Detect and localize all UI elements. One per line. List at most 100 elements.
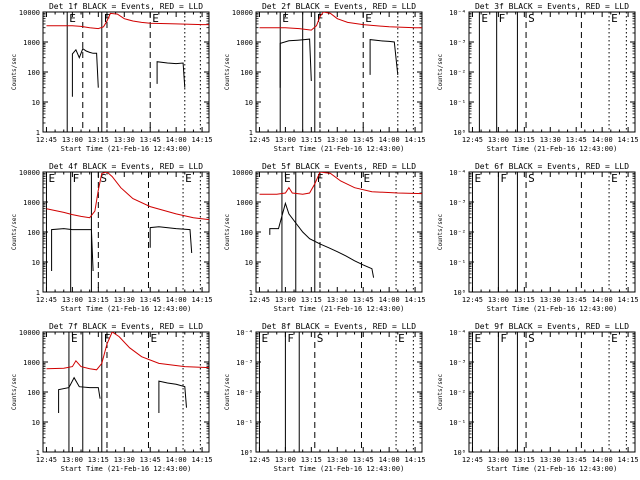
- y-tick-label: 10⁻¹: [449, 419, 466, 427]
- lld-series-line: [259, 12, 422, 31]
- y-tick-label: 1000: [23, 39, 40, 47]
- detector-panel: Det 8f BLACK = Events, RED = LLD 10⁰ 10⁻¹ 1…: [224, 322, 426, 473]
- y-tick-label: 10⁰: [453, 449, 466, 457]
- detector-panel: Det 4f BLACK = Events, RED = LLD 1 10 100 10…: [11, 162, 213, 313]
- detector-panel: Det 6f BLACK = Events, RED = LLD 10⁰ 10⁻¹ 1…: [437, 162, 639, 313]
- x-tick-label: 14:00: [166, 136, 187, 144]
- x-tick-label: 13:15: [88, 296, 109, 304]
- x-tick-label: 13:00: [275, 136, 296, 144]
- panel-title: Det 4f BLACK = Events, RED = LLD: [49, 162, 203, 171]
- x-axis-label: Start Time (21-Feb-16 12:43:00): [61, 465, 192, 473]
- x-tick-label: 13:45: [566, 456, 587, 464]
- event-marker-label: E: [363, 172, 370, 185]
- y-axis-label: Counts/sec: [11, 54, 18, 91]
- y-axis-label: Counts/sec: [437, 374, 444, 411]
- event-marker-label: E: [365, 12, 372, 25]
- x-tick-label: 12:45: [249, 136, 270, 144]
- x-tick-label: 12:45: [249, 296, 270, 304]
- y-axis-label: Counts/sec: [11, 214, 18, 251]
- x-tick-label: 14:15: [192, 136, 213, 144]
- x-axis-label: Start Time (21-Feb-16 12:43:00): [61, 145, 192, 153]
- x-tick-label: 13:45: [353, 456, 374, 464]
- y-tick-label: 100: [27, 229, 40, 237]
- panel-title: Det 2f BLACK = Events, RED = LLD: [262, 2, 416, 11]
- event-marker-label: E: [284, 172, 291, 185]
- x-tick-label: 12:45: [462, 136, 483, 144]
- x-tick-label: 14:15: [618, 456, 639, 464]
- plot-frame: [42, 171, 210, 293]
- x-tick-label: 13:30: [540, 456, 561, 464]
- x-tick-label: 12:45: [36, 136, 57, 144]
- x-tick-label: 13:00: [275, 296, 296, 304]
- event-marker-label: F: [104, 332, 111, 345]
- y-axis-label: Counts/sec: [437, 54, 444, 91]
- y-tick-label: 1000: [236, 199, 253, 207]
- x-tick-label: 12:45: [462, 296, 483, 304]
- y-tick-label: 10: [245, 99, 253, 107]
- x-tick-label: 13:15: [301, 296, 322, 304]
- plot-frame: [468, 331, 636, 453]
- y-tick-label: 10000: [19, 169, 40, 177]
- x-axis-label: Start Time (21-Feb-16 12:43:00): [487, 305, 618, 313]
- x-tick-label: 14:00: [592, 296, 613, 304]
- x-tick-label: 13:45: [353, 136, 374, 144]
- y-tick-label: 10⁻¹: [236, 419, 253, 427]
- x-axis-label: Start Time (21-Feb-16 12:43:00): [274, 145, 405, 153]
- event-marker-label: E: [261, 332, 268, 345]
- panel-title: Det 7f BLACK = Events, RED = LLD: [49, 322, 203, 331]
- x-axis-label: Start Time (21-Feb-16 12:43:00): [487, 465, 618, 473]
- y-tick-label: 10⁻³: [449, 359, 466, 367]
- event-marker-label: E: [481, 12, 488, 25]
- x-tick-label: 14:00: [379, 296, 400, 304]
- x-tick-label: 13:15: [301, 136, 322, 144]
- x-axis-label: Start Time (21-Feb-16 12:43:00): [274, 305, 405, 313]
- y-tick-label: 10000: [19, 9, 40, 17]
- panel-title: Det 8f BLACK = Events, RED = LLD: [262, 322, 416, 331]
- x-tick-label: 14:00: [379, 136, 400, 144]
- event-marker-label: E: [152, 12, 159, 25]
- x-axis-label: Start Time (21-Feb-16 12:43:00): [274, 465, 405, 473]
- panel-title: Det 1f BLACK = Events, RED = LLD: [49, 2, 203, 11]
- y-tick-label: 10⁰: [240, 449, 253, 457]
- x-tick-label: 13:00: [62, 456, 83, 464]
- x-tick-label: 13:45: [140, 296, 161, 304]
- x-tick-label: 13:00: [275, 456, 296, 464]
- y-axis-label: Counts/sec: [224, 374, 231, 411]
- event-marker-label: E: [69, 12, 76, 25]
- y-tick-label: 10⁻⁴: [449, 329, 466, 337]
- x-tick-label: 14:00: [166, 456, 187, 464]
- y-tick-label: 1000: [236, 39, 253, 47]
- y-tick-label: 10⁻³: [449, 199, 466, 207]
- event-marker-label: S: [528, 332, 535, 345]
- plot-frame: [42, 331, 210, 453]
- x-tick-label: 14:15: [405, 456, 426, 464]
- event-marker-label: F: [104, 12, 111, 25]
- x-tick-label: 13:45: [140, 456, 161, 464]
- x-tick-label: 13:00: [488, 456, 509, 464]
- events-series-line: [269, 201, 375, 278]
- x-tick-label: 14:00: [379, 456, 400, 464]
- event-marker-label: E: [48, 172, 55, 185]
- event-marker-label: F: [500, 172, 507, 185]
- lld-series-line: [46, 172, 209, 221]
- detector-panel: Det 7f BLACK = Events, RED = LLD 1 10 100 10…: [11, 322, 213, 473]
- events-series-line: [158, 380, 187, 413]
- y-tick-label: 10⁻⁴: [236, 329, 253, 337]
- y-tick-label: 10⁻²: [449, 229, 466, 237]
- lld-series-line: [259, 172, 422, 195]
- event-marker-label: E: [282, 12, 289, 25]
- event-marker-label: E: [474, 172, 481, 185]
- y-axis-label: Counts/sec: [224, 214, 231, 251]
- x-axis-label: Start Time (21-Feb-16 12:43:00): [61, 305, 192, 313]
- x-tick-label: 12:45: [249, 456, 270, 464]
- event-marker-label: F: [287, 332, 294, 345]
- y-axis-label: Counts/sec: [437, 214, 444, 251]
- event-marker-label: F: [500, 332, 507, 345]
- x-tick-label: 14:15: [192, 456, 213, 464]
- y-tick-label: 1: [249, 289, 253, 297]
- x-tick-label: 14:00: [166, 296, 187, 304]
- x-tick-label: 13:30: [540, 296, 561, 304]
- y-tick-label: 100: [27, 389, 40, 397]
- event-marker-label: E: [611, 12, 618, 25]
- plot-frame: [468, 171, 636, 293]
